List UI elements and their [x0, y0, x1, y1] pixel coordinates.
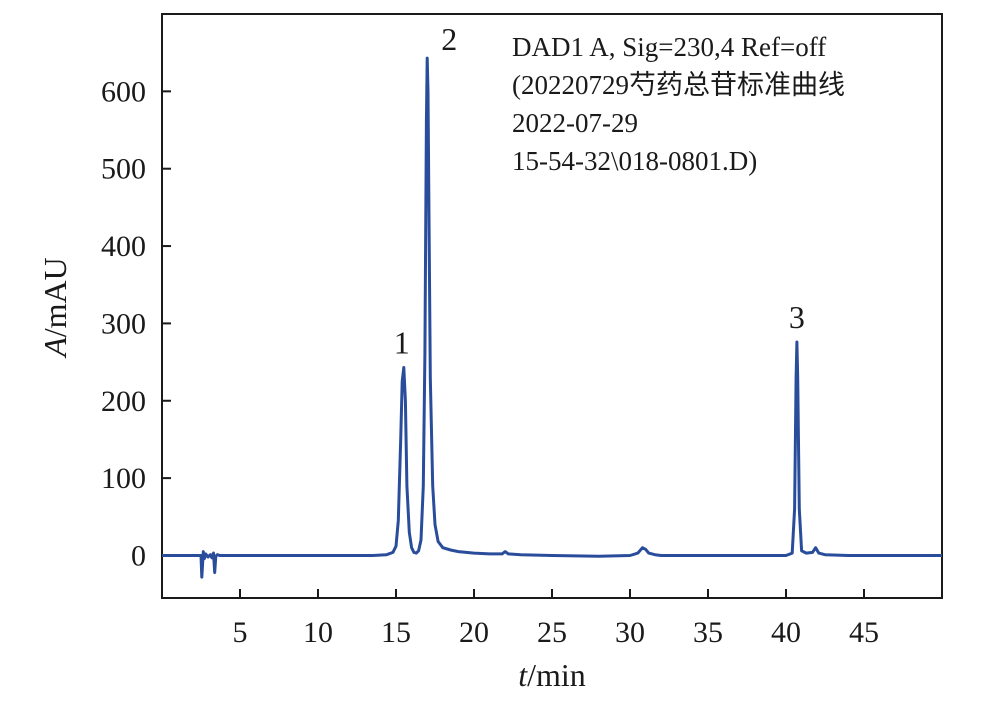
plot-frame — [161, 13, 943, 599]
x-tick-label: 25 — [537, 616, 567, 649]
x-tick-label: 35 — [693, 616, 723, 649]
peak-label-3: 3 — [789, 299, 805, 335]
peak-labels: 1 2 3 — [394, 21, 805, 360]
x-tick-label: 15 — [381, 616, 411, 649]
x-axis-label: t/min — [518, 657, 586, 693]
y-tick-label: 200 — [101, 385, 146, 418]
y-tick-label: 0 — [131, 539, 146, 572]
y-tick-label: 300 — [101, 307, 146, 340]
peak-label-2: 2 — [441, 21, 457, 57]
x-tick-label: 45 — [849, 616, 879, 649]
x-axis-label-unit: /min — [527, 657, 586, 693]
y-axis-label-unit: /mAU — [37, 257, 73, 337]
peak-label-1: 1 — [394, 324, 410, 360]
series-line — [162, 56, 942, 579]
x-tick-label: 40 — [771, 616, 801, 649]
info-line-1: DAD1 A, Sig=230,4 Ref=off — [512, 32, 826, 62]
x-tick-label: 20 — [459, 616, 489, 649]
y-tick-label: 100 — [101, 462, 146, 495]
x-tick-label: 5 — [233, 616, 248, 649]
x-axis: 5 10 15 20 25 30 35 40 45 — [233, 589, 879, 649]
y-axis: 0 100 200 300 400 500 600 — [101, 75, 171, 572]
y-tick-label: 600 — [101, 75, 146, 108]
x-axis-label-symbol: t — [518, 657, 528, 693]
y-tick-label: 500 — [101, 153, 146, 186]
info-line-3: 2022-07-29 — [512, 108, 638, 138]
x-tick-label: 30 — [615, 616, 645, 649]
info-line-4: 15-54-32\018-0801.D) — [512, 146, 757, 176]
info-line-2: (20220729芍药总苷标准曲线 — [512, 70, 845, 100]
x-tick-label: 10 — [303, 616, 333, 649]
y-axis-label: A/mAU — [37, 257, 73, 359]
y-tick-label: 400 — [101, 230, 146, 263]
y-axis-label-symbol: A — [37, 337, 73, 359]
info-text-block: DAD1 A, Sig=230,4 Ref=off (20220729芍药总苷标… — [512, 32, 845, 176]
